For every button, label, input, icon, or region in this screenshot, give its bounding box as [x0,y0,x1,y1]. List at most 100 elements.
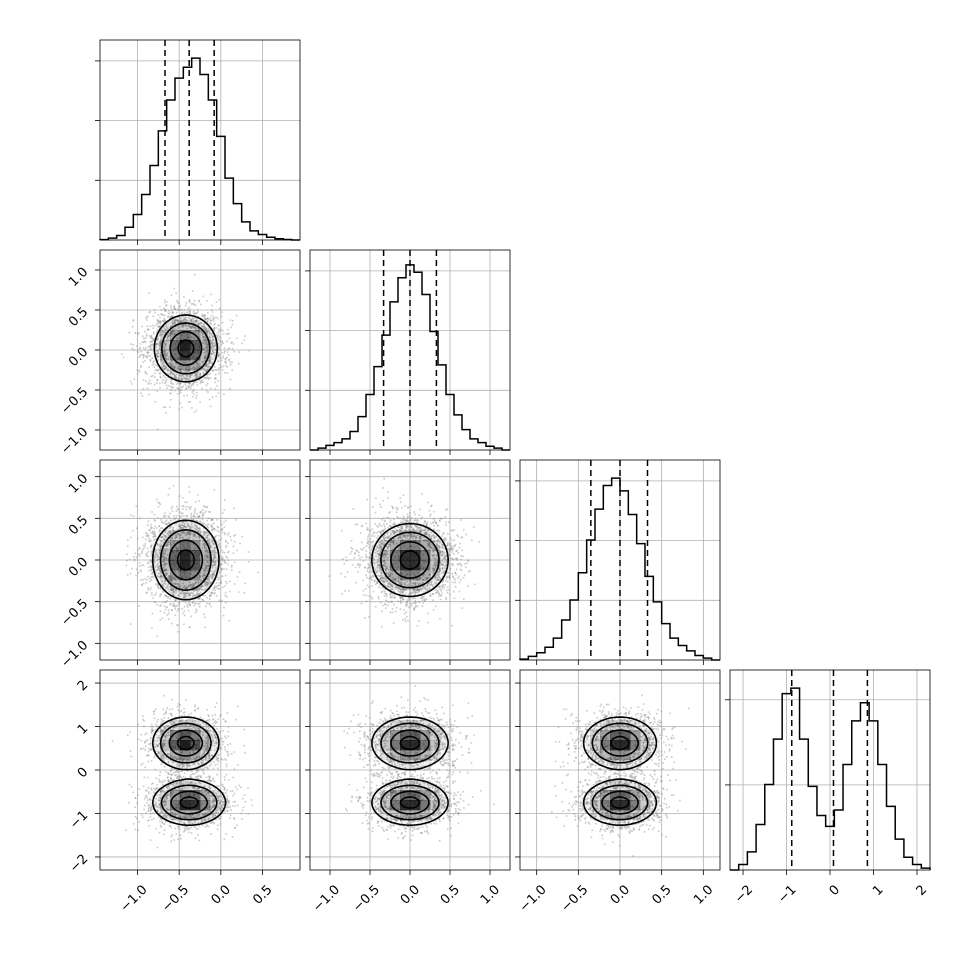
sample-point [198,588,200,591]
sample-point [213,326,216,329]
sample-point [169,312,171,315]
sample-point [209,359,212,361]
sample-point [207,582,209,584]
sample-point [448,576,451,578]
sample-point [173,333,176,335]
sample-point [206,555,208,557]
sample-point [209,557,211,560]
sample-point [209,352,212,354]
sample-point [401,531,403,534]
sample-point [205,338,207,340]
sample-point [181,591,183,593]
sample-point [184,388,187,390]
sample-point [165,568,167,571]
sample-point [367,571,370,573]
sample-point [437,548,439,551]
sample-point [194,369,196,372]
sample-point [212,573,214,576]
sample-point [159,321,162,323]
sample-point [451,563,454,565]
sample-point [213,328,216,330]
sample-point [152,331,155,334]
sample-point [217,392,220,395]
sample-point [187,366,190,369]
sample-point [377,574,380,577]
sample-point [167,579,170,582]
sample-point [189,326,192,328]
sample-point [145,582,147,584]
sample-point [198,328,200,331]
sample-point [173,582,175,585]
sample-point [405,527,408,529]
sample-point [426,524,428,526]
sample-point [163,350,165,353]
sample-point [415,605,417,607]
sample-point [201,326,204,328]
sample-point [225,555,227,558]
sample-point [160,367,163,370]
sample-point [160,545,163,548]
sample-point [374,583,377,586]
sample-point [169,326,172,329]
sample-point [449,572,452,575]
sample-point [430,571,433,573]
sample-point [157,355,160,358]
sample-point [158,334,161,336]
sample-point [206,355,209,357]
sample-point [146,547,149,550]
sample-point [133,378,136,380]
sample-point [198,515,201,518]
sample-point [184,501,186,504]
sample-point [193,337,195,340]
sample-point [159,355,161,358]
sample-point [176,547,179,549]
sample-point [175,375,177,378]
sample-point [157,369,159,372]
sample-point [135,568,138,571]
sample-point [210,360,212,363]
sample-point [159,376,162,379]
sample-point [149,525,152,528]
sample-point [212,345,214,348]
sample-point [189,599,191,602]
sample-point [219,563,222,565]
sample-point [183,594,185,597]
sample-point [446,544,448,547]
sample-point [423,599,426,601]
sample-point [387,546,390,548]
sample-point [187,533,190,536]
sample-point [204,318,206,321]
sample-point [217,372,220,375]
sample-point [194,533,196,536]
sample-point [148,379,151,382]
sample-point [393,578,395,581]
sample-point [166,606,168,609]
sample-point [175,590,177,593]
sample-point [171,580,174,582]
sample-point [435,521,437,524]
sample-point [400,527,403,529]
sample-point [157,314,160,316]
sample-point [404,536,406,538]
sample-point [421,587,424,590]
sample-point [160,575,163,578]
sample-point [429,544,431,547]
sample-point [142,354,145,356]
sample-point [413,529,415,531]
sample-point [188,486,191,488]
sample-point [405,605,408,607]
sample-point [378,560,381,563]
sample-point [220,558,223,560]
sample-point [406,547,409,549]
sample-point [406,581,408,583]
sample-point [150,587,152,589]
sample-point [195,377,198,380]
sample-point [208,398,211,401]
sample-point [192,594,195,597]
sample-point [174,583,177,585]
sample-point [166,527,169,530]
sample-point [167,582,170,585]
sample-point [207,363,209,366]
sample-point [432,534,434,536]
sample-point [207,534,209,537]
